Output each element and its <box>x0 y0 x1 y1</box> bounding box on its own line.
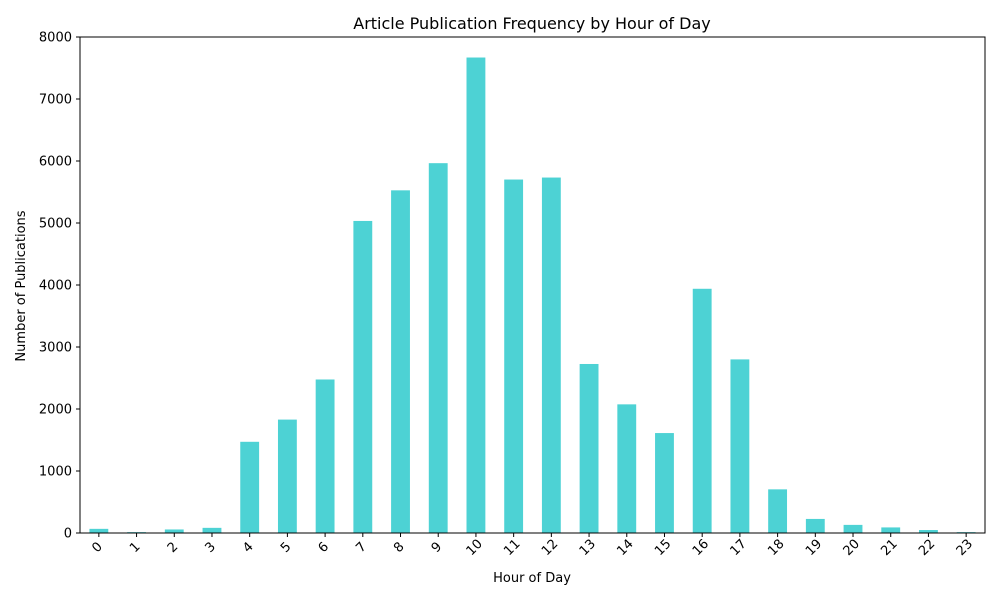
x-tick-label: 21 <box>878 537 900 559</box>
bar-hour-5 <box>277 419 297 533</box>
y-tick-label: 3000 <box>39 341 72 356</box>
y-axis-title: Number of Publications <box>14 210 29 361</box>
x-tick-label: 10 <box>464 537 486 559</box>
x-tick-label: 12 <box>539 537 561 559</box>
bar-hour-10 <box>466 57 486 534</box>
y-tick-label: 6000 <box>39 155 72 170</box>
bar-hour-6 <box>315 379 335 533</box>
bar-hour-9 <box>428 163 448 534</box>
x-tick-label: 15 <box>652 537 674 559</box>
bar-hour-4 <box>240 441 260 533</box>
x-tick-label: 9 <box>429 540 445 556</box>
y-tick-label: 4000 <box>39 279 72 294</box>
chart-title: Article Publication Frequency by Hour of… <box>353 14 710 33</box>
x-tick-label: 16 <box>690 537 712 559</box>
x-tick-label: 0 <box>89 540 105 556</box>
y-tick-label: 5000 <box>39 217 72 232</box>
y-tick-label: 0 <box>64 527 72 542</box>
x-tick-label: 2 <box>165 540 181 556</box>
x-tick-label: 5 <box>278 540 294 556</box>
bar-hour-14 <box>617 404 637 533</box>
x-tick-label: 8 <box>391 540 407 556</box>
y-tick-label: 7000 <box>39 93 72 108</box>
bar-hour-22 <box>919 530 938 533</box>
bar-hour-12 <box>541 177 561 534</box>
bar-hour-11 <box>504 179 524 534</box>
bar-hour-20 <box>843 524 863 533</box>
bar-hour-0 <box>89 528 109 533</box>
x-tick-label: 4 <box>240 540 256 556</box>
bar-hour-2 <box>164 529 184 533</box>
x-tick-label: 11 <box>501 537 523 559</box>
x-tick-label: 14 <box>614 537 636 559</box>
y-tick-label: 1000 <box>39 465 72 480</box>
x-tick-label: 13 <box>577 537 599 559</box>
bar-hour-13 <box>579 363 599 533</box>
bar-hour-16 <box>692 288 712 533</box>
x-tick-label: 6 <box>316 540 332 556</box>
x-tick-label: 20 <box>841 537 863 559</box>
x-tick-label: 3 <box>202 540 218 556</box>
x-tick-label: 17 <box>727 537 749 559</box>
bar-hour-18 <box>768 489 788 533</box>
bar-hour-8 <box>391 190 410 533</box>
y-tick-label: 2000 <box>39 403 72 418</box>
x-axis: 0 1 2 3 4 5 6 7 8 9 10 11 12 13 14 15 16 17 18 19 20 21 22 23 <box>89 533 976 559</box>
plot-frame <box>79 36 986 534</box>
bar-hour-15 <box>655 433 674 533</box>
bar-hour-3 <box>202 527 222 533</box>
x-tick-label: 23 <box>954 537 976 559</box>
bars-group <box>89 57 976 534</box>
bar-hour-17 <box>730 359 750 533</box>
x-tick-label: 22 <box>916 537 938 559</box>
x-tick-label: 19 <box>803 537 825 559</box>
x-tick-label: 1 <box>127 540 143 556</box>
y-tick-label: 8000 <box>39 31 72 46</box>
x-tick-label: 18 <box>765 537 787 559</box>
x-axis-title: Hour of Day <box>493 571 571 586</box>
bar-hour-19 <box>805 518 825 533</box>
x-tick-label: 7 <box>353 540 369 556</box>
bar-hour-7 <box>353 220 373 533</box>
y-axis: 0 1000 2000 3000 4000 5000 6000 7000 8000 <box>39 31 80 542</box>
bar-hour-21 <box>881 527 901 533</box>
